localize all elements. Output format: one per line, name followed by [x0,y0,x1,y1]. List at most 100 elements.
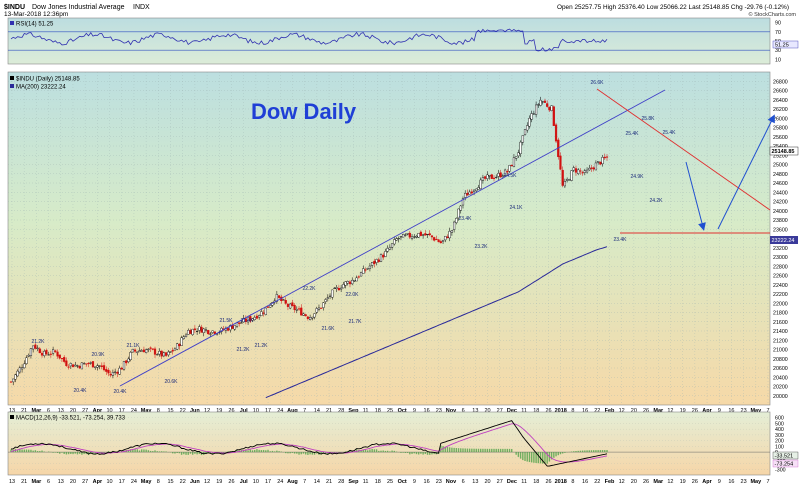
candle-body [602,157,604,164]
candle-body [396,239,398,241]
price-tick-label: 25600 [773,135,788,141]
macd-tick-label: -300 [775,467,786,473]
candle-body [185,335,187,337]
macd-histogram-bar [185,452,186,455]
candle-body [289,304,291,308]
macd-histogram-bar [600,450,601,452]
macd-histogram-bar [422,452,423,454]
candle-body [404,235,406,236]
candle-body [143,350,145,352]
candle-body [114,372,116,373]
x-tick-label: May [750,479,762,485]
macd-histogram-bar [32,451,33,452]
candle-body [48,355,50,356]
macd-histogram-bar [143,449,144,452]
candle-body [178,344,180,346]
candle-body [187,330,189,334]
macd-histogram-bar [544,452,545,464]
price-annotation: 25.8K [641,116,655,122]
candle-body [398,238,400,239]
macd-histogram-bar [192,452,193,455]
candle-body [604,157,606,158]
candle-body [571,171,573,181]
candle-body [365,270,367,271]
macd-histogram-bar [580,451,581,452]
macd-histogram-bar [402,452,403,453]
price-annotation: 20.6K [164,379,178,385]
candle-body [354,280,356,281]
price-tick-label: 22200 [773,292,788,298]
candle-body [500,173,502,177]
candle-body [429,234,431,235]
price-tick-label: 24000 [773,209,788,215]
candle-body [132,349,134,352]
macd-histogram-bar [292,452,293,453]
candle-body [484,177,486,179]
macd-histogram-bar [562,452,563,453]
macd-tag-2: -73.254 [775,462,794,468]
candle-body [54,351,56,352]
macd-histogram-bar [176,452,177,453]
price-tick-label: 21800 [773,311,788,317]
candle-body [83,363,85,364]
macd-histogram-bar [407,452,408,453]
candle-body [529,118,531,126]
price-annotation: 20.4K [73,388,87,394]
price-annotation: 22.0K [345,292,359,298]
candle-body [154,349,156,355]
candle-body [134,350,136,351]
candle-body [486,175,488,179]
macd-histogram-bar [301,452,302,454]
candle-body [190,330,192,333]
candle-body [176,344,178,350]
candle-body [307,317,309,319]
macd-histogram-bar [602,450,603,452]
price-annotation: 25.4K [625,131,639,137]
last-price-tag: 25148.85 [772,149,795,155]
x-tick-label: 26 [545,479,551,485]
candle-body [588,168,590,170]
candle-body [161,351,163,356]
x-tick-label: 8 [157,479,160,485]
macd-tag-1: -33.521 [775,454,794,460]
price-annotation: 21.2K [31,339,45,345]
candle-body [234,326,236,329]
candle-body [311,317,313,318]
macd-histogram-bar [387,451,388,452]
candle-body [449,231,451,238]
candle-body [30,349,32,356]
x-tick-label: 19 [216,479,222,485]
x-tick-label: Feb [605,479,615,485]
candle-body [334,288,336,289]
macd-histogram-bar [369,449,370,452]
x-tick-label: Dec [507,479,517,485]
candle-body [303,314,305,316]
macd-histogram-bar [252,450,253,452]
price-tick-label: 23200 [773,246,788,252]
candle-body [606,157,608,158]
candle-body [513,158,515,167]
price-annotation: 21.2K [254,343,268,349]
candle-body [119,368,121,374]
x-tick-label: 18 [375,479,381,485]
candle-body [181,338,183,346]
macd-histogram-bar [411,452,412,454]
x-tick-label: 11 [363,479,369,485]
candle-body [378,260,380,262]
macd-histogram-bar [256,449,257,452]
candle-body [582,172,584,173]
candle-body [435,239,437,240]
candle-body [46,350,48,354]
price-annotation: 24.2K [649,198,663,204]
candle-body [416,236,418,237]
macd-histogram-bar [24,450,25,453]
rsi-legend-swatch [10,21,14,25]
candle-body [77,366,79,367]
x-tick-label: 26 [692,479,698,485]
candle-body [81,363,83,369]
macd-histogram-bar [456,448,457,452]
candle-body [560,156,562,169]
price-tick-label: 21000 [773,348,788,354]
price-tick-label: 22600 [773,274,788,280]
x-tick-label: 16 [582,479,588,485]
